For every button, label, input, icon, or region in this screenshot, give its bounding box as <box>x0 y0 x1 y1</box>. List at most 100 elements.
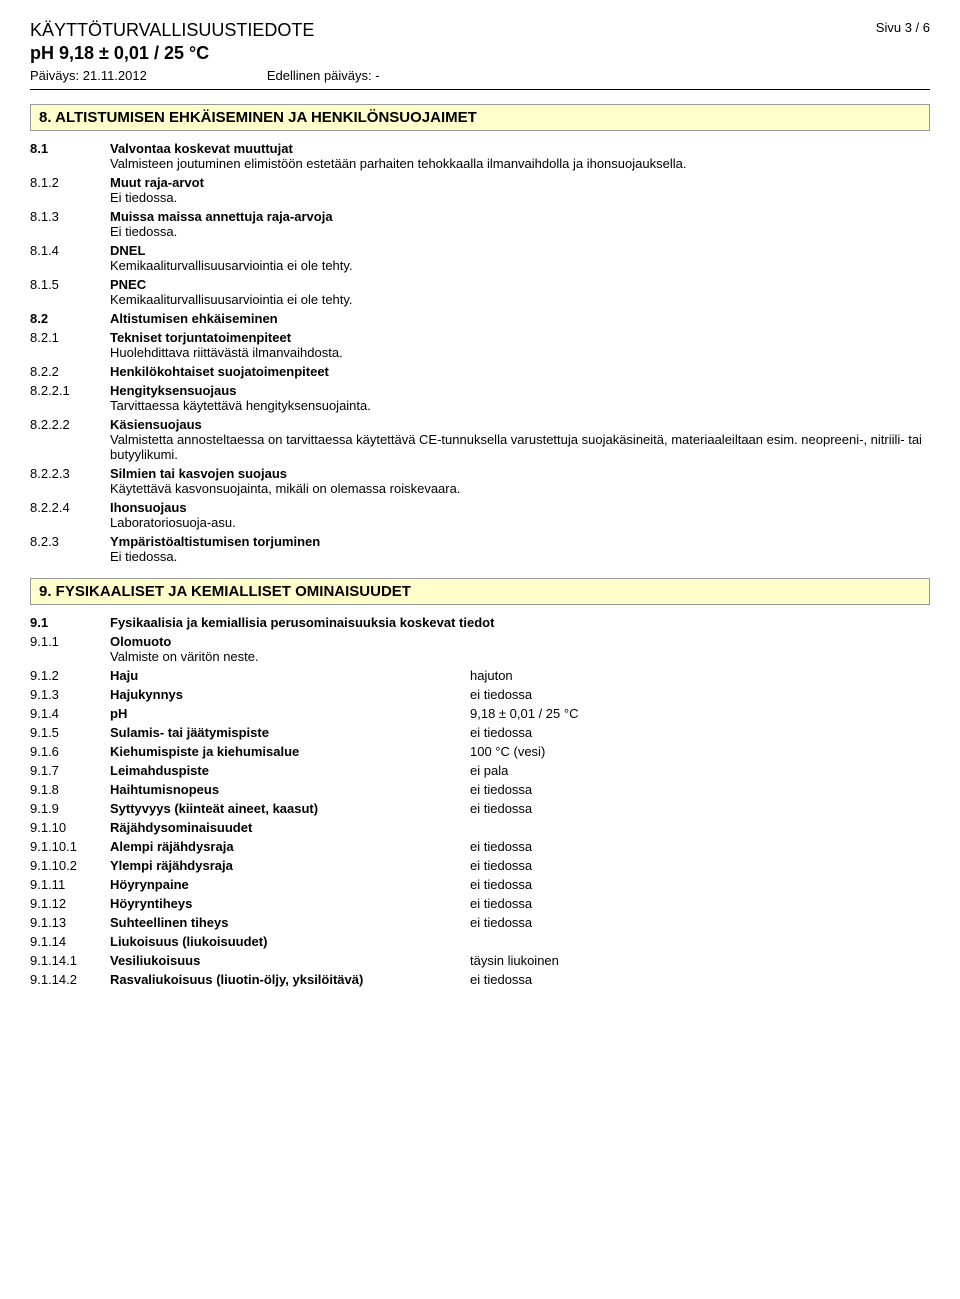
entry-label: Ympäristöaltistumisen torjuminen <box>110 534 930 549</box>
entry-num: 9.1.11 <box>30 877 110 892</box>
entry-num: 9.1.10.2 <box>30 858 110 873</box>
property-label: Vesiliukoisuus <box>110 953 470 968</box>
property-label: Leimahduspiste <box>110 763 470 778</box>
property-label: Höyryntiheys <box>110 896 470 911</box>
entry-body: Altistumisen ehkäiseminen <box>110 311 930 326</box>
property-value: ei tiedossa <box>470 972 930 987</box>
doc-title: KÄYTTÖTURVALLISUUSTIEDOTE <box>30 20 314 41</box>
entry-label: Käsiensuojaus <box>110 417 930 432</box>
entry-num: 8.1.4 <box>30 243 110 258</box>
entry-text: Valmisteen joutuminen elimistöön estetää… <box>110 156 930 171</box>
entry-row: 8.2.2.2KäsiensuojausValmistetta annostel… <box>30 417 930 462</box>
property-label: Kiehumispiste ja kiehumisalue <box>110 744 470 759</box>
explosion-head: 9.1.10 Räjähdysominaisuudet <box>30 820 930 835</box>
entry-text: Kemikaaliturvallisuusarviointia ei ole t… <box>110 258 930 273</box>
entry-row: 8.1.4DNELKemikaaliturvallisuusarviointia… <box>30 243 930 273</box>
entry-label: PNEC <box>110 277 930 292</box>
property-row: 9.1.12Höyryntiheysei tiedossa <box>30 896 930 911</box>
entry-row: 8.1.5PNECKemikaaliturvallisuusarviointia… <box>30 277 930 307</box>
entry-row: 8.2.1Tekniset torjuntatoimenpiteetHuoleh… <box>30 330 930 360</box>
property-value: ei tiedossa <box>470 782 930 797</box>
property-row: 9.1.3Hajukynnysei tiedossa <box>30 687 930 702</box>
entry-body: Henkilökohtaiset suojatoimenpiteet <box>110 364 930 379</box>
entry-num: 8.1.3 <box>30 209 110 224</box>
entry-body: HengityksensuojausTarvittaessa käytettäv… <box>110 383 930 413</box>
entry-label: Silmien tai kasvojen suojaus <box>110 466 930 481</box>
entry-num: 8.1 <box>30 141 110 156</box>
property-label: Suhteellinen tiheys <box>110 915 470 930</box>
entry-num: 9.1.8 <box>30 782 110 797</box>
section9-explosion-rows: 9.1.10.1Alempi räjähdysrajaei tiedossa9.… <box>30 839 930 873</box>
property-row: 9.1.7Leimahduspisteei pala <box>30 763 930 778</box>
entry-row: 8.1.3Muissa maissa annettuja raja-arvoja… <box>30 209 930 239</box>
entry-num: 8.2.2.2 <box>30 417 110 432</box>
date-row: Päiväys: 21.11.2012 Edellinen päiväys: - <box>30 68 930 83</box>
header-divider <box>30 89 930 90</box>
entry-body: PNECKemikaaliturvallisuusarviointia ei o… <box>110 277 930 307</box>
property-value: 100 °C (vesi) <box>470 744 930 759</box>
entry-row: 8.2.3Ympäristöaltistumisen torjuminenEi … <box>30 534 930 564</box>
property-row: 9.1.13Suhteellinen tiheysei tiedossa <box>30 915 930 930</box>
entry-label: Henkilökohtaiset suojatoimenpiteet <box>110 364 930 379</box>
entry-num: 8.2.3 <box>30 534 110 549</box>
section9-solubility-rows: 9.1.14.1Vesiliukoisuustäysin liukoinen9.… <box>30 953 930 987</box>
entry-num: 8.2.2.4 <box>30 500 110 515</box>
section9-props2: 9.1.11Höyrynpaineei tiedossa 9.1.12Höyryn… <box>30 877 930 930</box>
property-row: 9.1.14.2Rasvaliukoisuus (liuotin-öljy, y… <box>30 972 930 987</box>
entry-row: 8.2Altistumisen ehkäiseminen <box>30 311 930 326</box>
entry-label: Altistumisen ehkäiseminen <box>110 311 930 326</box>
solubility-head: 9.1.14 Liukoisuus (liukoisuudet) <box>30 934 930 949</box>
entry-num: 9.1.6 <box>30 744 110 759</box>
entry-num: 8.1.5 <box>30 277 110 292</box>
property-row: 9.1.11Höyrynpaineei tiedossa <box>30 877 930 892</box>
entry-text: Valmiste on väritön neste. <box>110 649 930 664</box>
entry-body: Muissa maissa annettuja raja-arvojaEi ti… <box>110 209 930 239</box>
property-label: Syttyvyys (kiinteät aineet, kaasut) <box>110 801 470 816</box>
entry-num: 9.1.14 <box>30 934 110 949</box>
date-label: Päiväys: 21.11.2012 <box>30 68 147 83</box>
entry-body: Fysikaalisia ja kemiallisia perusominais… <box>110 615 930 630</box>
entry-row: 8.2.2.3Silmien tai kasvojen suojausKäyte… <box>30 466 930 496</box>
entry-num: 9.1.4 <box>30 706 110 721</box>
entry-num: 9.1.12 <box>30 896 110 911</box>
entry-num: 8.1.2 <box>30 175 110 190</box>
property-value: ei tiedossa <box>470 915 930 930</box>
property-value: ei tiedossa <box>470 839 930 854</box>
entry-value <box>470 820 930 835</box>
property-row: 9.1.2Hajuhajuton <box>30 668 930 683</box>
entry-num: 9.1.13 <box>30 915 110 930</box>
entry-num: 8.2 <box>30 311 110 326</box>
entry-num: 9.1.5 <box>30 725 110 740</box>
entry-body: DNELKemikaaliturvallisuusarviointia ei o… <box>110 243 930 273</box>
entry-row: 8.2.2.4IhonsuojausLaboratoriosuoja-asu. <box>30 500 930 530</box>
entry-body: Muut raja-arvotEi tiedossa. <box>110 175 930 205</box>
prev-date-label: Edellinen päiväys: - <box>267 68 380 83</box>
property-label: pH <box>110 706 470 721</box>
entry-row: 8.1.2Muut raja-arvotEi tiedossa. <box>30 175 930 205</box>
property-value: täysin liukoinen <box>470 953 930 968</box>
entry-num: 8.2.2 <box>30 364 110 379</box>
entry-num: 8.2.1 <box>30 330 110 345</box>
property-label: Hajukynnys <box>110 687 470 702</box>
entry-text: Ei tiedossa. <box>110 224 930 239</box>
property-label: Alempi räjähdysraja <box>110 839 470 854</box>
entry-label: Valvontaa koskevat muuttujat <box>110 141 930 156</box>
entry-num: 9.1.2 <box>30 668 110 683</box>
property-label: Haihtumisnopeus <box>110 782 470 797</box>
entry-num: 8.2.2.3 <box>30 466 110 481</box>
entry-num: 9.1.3 <box>30 687 110 702</box>
entry-label: Liukoisuus (liukoisuudet) <box>110 934 470 949</box>
entry-row: 8.2.2.1HengityksensuojausTarvittaessa kä… <box>30 383 930 413</box>
entry-row: 8.1Valvontaa koskevat muuttujatValmistee… <box>30 141 930 171</box>
section8-header: 8. ALTISTUMISEN EHKÄISEMINEN JA HENKILÖN… <box>30 104 930 131</box>
entry-num: 9.1 <box>30 615 110 630</box>
entry-body: OlomuotoValmiste on väritön neste. <box>110 634 930 664</box>
doc-subtitle: pH 9,18 ± 0,01 / 25 °C <box>30 43 314 64</box>
page-number: Sivu 3 / 6 <box>876 20 930 35</box>
entry-label: Tekniset torjuntatoimenpiteet <box>110 330 930 345</box>
doc-title-block: KÄYTTÖTURVALLISUUSTIEDOTE pH 9,18 ± 0,01… <box>30 20 314 64</box>
property-label: Haju <box>110 668 470 683</box>
entry-body: Valvontaa koskevat muuttujatValmisteen j… <box>110 141 930 171</box>
entry-text: Ei tiedossa. <box>110 190 930 205</box>
property-row: 9.1.6Kiehumispiste ja kiehumisalue100 °C… <box>30 744 930 759</box>
